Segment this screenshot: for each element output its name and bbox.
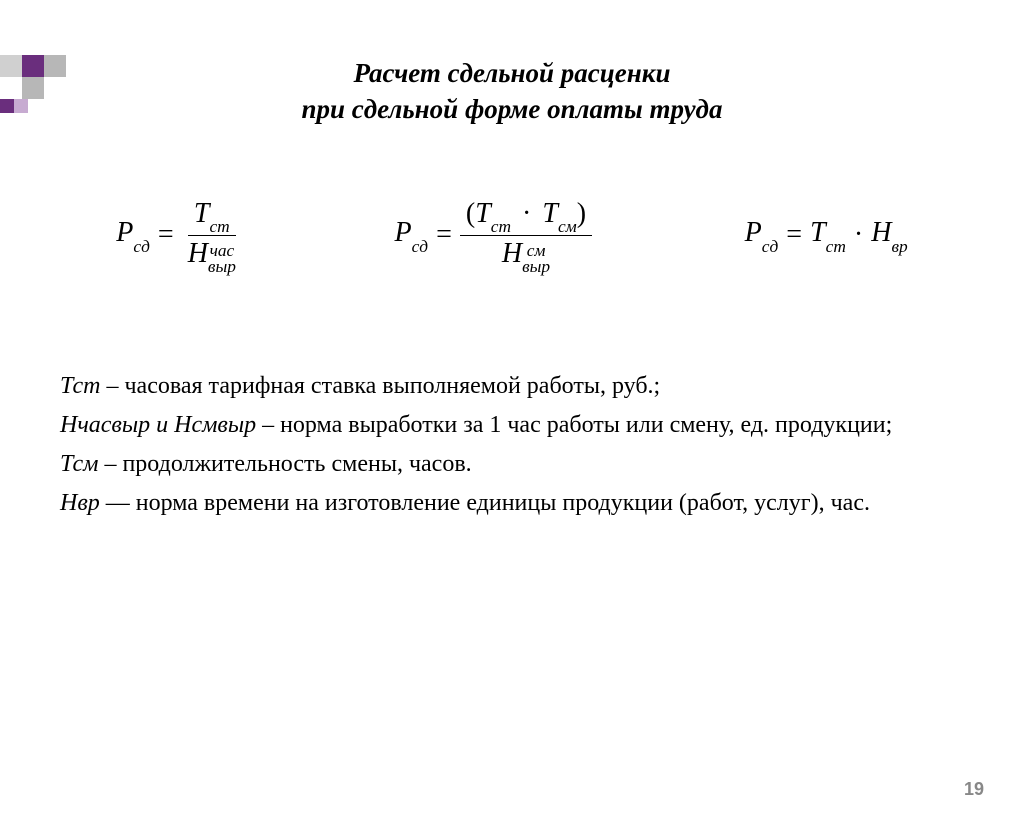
var-T: Т: [810, 217, 826, 248]
sub-vr: вр: [891, 237, 907, 256]
eq-sign: =: [158, 219, 174, 251]
definition-2: Нчасвыр и Нсмвыр – норма выработки за 1 …: [60, 407, 964, 444]
decoration-square: [0, 55, 22, 77]
sub-st: ст: [826, 237, 846, 256]
sub-sd: сд: [412, 237, 429, 256]
eq-sign: =: [436, 219, 452, 251]
term-3: Тсм: [60, 451, 98, 477]
term-4: Нвр: [60, 490, 100, 516]
var-P: Р: [116, 217, 133, 248]
term-1: Тст: [60, 373, 100, 399]
text-1: – часовая тарифная ставка выполняемой ра…: [100, 373, 660, 399]
definitions-block: Тст – часовая тарифная ставка выполняемо…: [0, 368, 1024, 523]
eq-sign: =: [786, 219, 802, 251]
dot: ·: [518, 198, 535, 229]
decoration-square: [22, 55, 44, 77]
decoration-square: [0, 99, 14, 113]
sub-sd: сд: [133, 237, 150, 256]
rparen: ): [577, 198, 586, 229]
definition-1: Тст – часовая тарифная ставка выполняемо…: [60, 368, 964, 405]
formulas-row: Рсд = Тст Нчасвыр Рсд = (Тст · Тсм) Нсмв…: [0, 198, 1024, 273]
sub-vyp: выр: [522, 259, 550, 275]
term-2: Нчасвыр и Нсмвыр: [60, 412, 256, 438]
sub-sd: сд: [762, 237, 779, 256]
var-T: Т: [194, 198, 210, 229]
definition-3: Тсм – продолжительность смены, часов.: [60, 446, 964, 483]
sub-st: ст: [491, 217, 511, 236]
formula-2: Рсд = (Тст · Тсм) Нсмвыр: [394, 198, 592, 273]
var-H: Н: [502, 238, 522, 269]
text-3: – продолжительность смены, часов.: [98, 451, 471, 477]
title-line-1: Расчет сдельной расценки: [0, 55, 1024, 91]
decoration-square: [14, 99, 28, 113]
fraction-1: Тст Нчасвыр: [182, 198, 242, 273]
var-T: Т: [542, 198, 558, 229]
definition-4: Нвр — норма времени на изготовление един…: [60, 485, 964, 522]
var-H: Н: [871, 217, 891, 248]
text-2: – норма выработки за 1 час работы или см…: [256, 412, 892, 438]
page-number: 19: [964, 779, 984, 800]
sub-sm: см: [558, 217, 577, 236]
dot: ·: [854, 219, 863, 251]
sub-st: ст: [209, 217, 229, 236]
text-4: — норма времени на изготовление единицы …: [100, 490, 870, 516]
var-H: Н: [188, 238, 208, 269]
slide-title: Расчет сдельной расценки при сдельной фо…: [0, 55, 1024, 128]
var-P: Р: [745, 217, 762, 248]
formula-3: Рсд = Тст · Нвр: [745, 217, 908, 253]
decoration-square: [22, 77, 44, 99]
sub-vyp: выр: [208, 259, 236, 275]
fraction-2: (Тст · Тсм) Нсмвыр: [460, 198, 592, 273]
var-T: Т: [475, 198, 491, 229]
var-P: Р: [394, 217, 411, 248]
formula-1: Рсд = Тст Нчасвыр: [116, 198, 242, 273]
title-line-2: при сдельной форме оплаты труда: [0, 91, 1024, 127]
lparen: (: [466, 198, 475, 229]
decoration-square: [44, 55, 66, 77]
